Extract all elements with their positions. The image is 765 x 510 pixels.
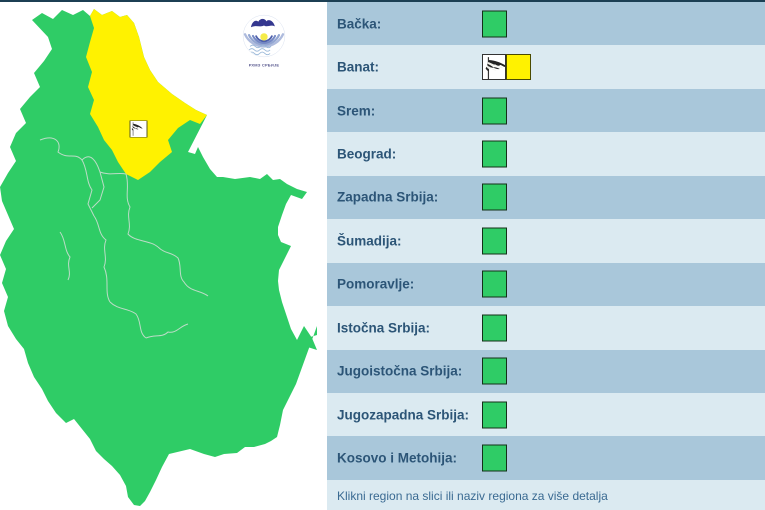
svg-text:РХМЗ СРБИЈЕ: РХМЗ СРБИЈЕ bbox=[249, 63, 280, 68]
